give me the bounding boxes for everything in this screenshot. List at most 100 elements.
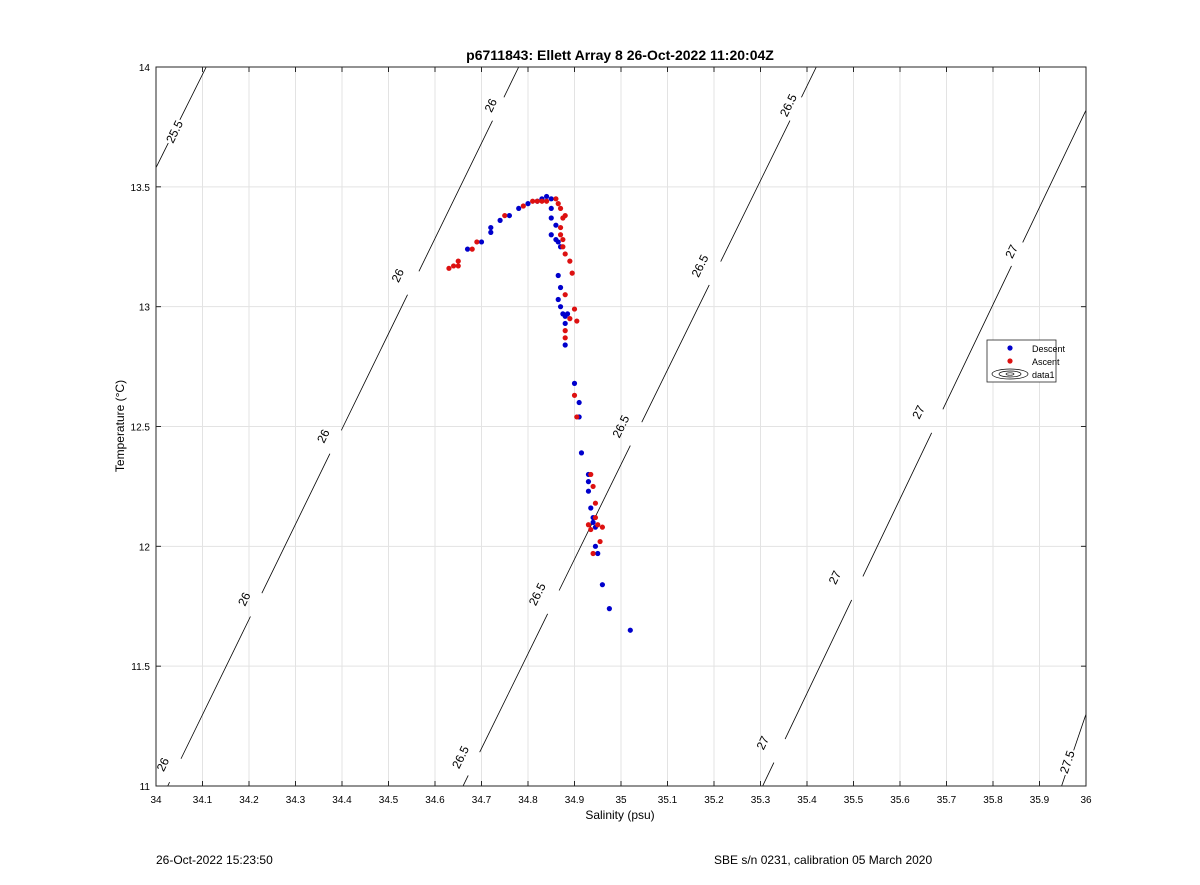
x-tick-label: 35.1 [658, 795, 678, 806]
chart-title: p6711843: Ellett Array 8 26-Oct-2022 11:… [466, 47, 774, 63]
data-point-descent [599, 582, 606, 588]
data-point-ascent [588, 471, 594, 478]
contour-line-26.5 [641, 284, 710, 423]
data-point-descent [576, 399, 582, 406]
footer-timestamp: 26-Oct-2022 15:23:50 [156, 853, 273, 867]
data-point-ascent [567, 316, 573, 322]
data-point-descent [516, 205, 522, 212]
contour-label: 26 [235, 590, 254, 608]
data-point-descent [548, 215, 554, 221]
density-contours: 25.5262626262626.526.526.526.526.5272727… [154, 67, 1086, 786]
y-tick-label: 12.5 [131, 423, 151, 434]
x-tick-label: 34.5 [379, 795, 399, 806]
x-tick-label: 34.1 [193, 795, 213, 806]
contour-line-25.5 [156, 142, 169, 168]
contour-line-27 [862, 432, 933, 577]
contour-line-26 [340, 294, 408, 431]
data-point-descent [548, 196, 554, 202]
data-point-ascent [585, 522, 592, 528]
data-point-ascent [451, 263, 457, 269]
data-point-ascent [590, 550, 596, 557]
data-point-descent [590, 519, 596, 525]
x-tick-label: 35 [615, 795, 627, 806]
contour-line-26.5 [462, 775, 469, 786]
legend-label-data1: data1 [1032, 370, 1055, 380]
y-tick-label: 11 [140, 782, 151, 793]
x-tick-label: 34.4 [332, 795, 352, 806]
data-point-ascent [455, 258, 461, 264]
contour-line-27 [942, 265, 1012, 410]
data-point-descent [585, 488, 592, 494]
contour-line-26 [261, 453, 331, 594]
data-point-ascent [502, 212, 508, 219]
data-point-ascent [562, 292, 568, 298]
y-tick-label: 13.5 [131, 183, 151, 194]
contour-label: 26 [314, 427, 333, 445]
data-point-descent [553, 222, 559, 228]
data-point-descent [557, 304, 564, 310]
data-point-descent [488, 224, 494, 231]
data-point-descent [544, 193, 550, 200]
data-point-ascent [562, 212, 568, 219]
contour-line-26 [503, 67, 520, 98]
y-tick-label: 12 [139, 542, 151, 553]
contour-line-25.5 [179, 67, 207, 120]
legend-label-ascent: Ascent [1032, 357, 1060, 367]
contour-line-26.5 [720, 120, 791, 262]
x-tick-label: 35.8 [983, 795, 1003, 806]
x-tick-label: 35.2 [704, 795, 724, 806]
contour-line-26.5 [801, 67, 817, 98]
data-point-descent [506, 212, 512, 219]
footer-instrument-info: SBE s/n 0231, calibration 05 March 2020 [714, 853, 933, 867]
y-tick-label: 13 [139, 303, 151, 314]
x-tick-label: 35.5 [844, 795, 864, 806]
data-point-descent [548, 232, 554, 238]
x-tick-label: 35.9 [1030, 795, 1050, 806]
data-point-descent [497, 217, 503, 223]
data-point-ascent [571, 392, 578, 398]
data-point-ascent [588, 526, 594, 533]
legend-marker-ascent [1007, 358, 1013, 364]
data-point-ascent [562, 335, 568, 341]
x-tick-label: 35.6 [890, 795, 910, 806]
data-point-descent [578, 450, 585, 456]
contour-line-27 [1022, 109, 1086, 243]
data-point-descent [525, 201, 531, 207]
data-point-descent [564, 311, 571, 317]
axis-ticks: 34 34.1 34.2 34.3 34.4 34.5 34.6 34.7 34.8 34.9 35… [131, 63, 1092, 806]
data-point-ascent [474, 239, 480, 245]
data-point-descent [555, 272, 561, 279]
x-tick-label: 34.7 [472, 795, 492, 806]
data-point-descent [562, 342, 568, 348]
x-tick-label: 34.6 [425, 795, 445, 806]
x-axis-label: Salinity (psu) [585, 808, 654, 822]
data-point-ascent [590, 483, 596, 490]
contour-label: 27 [754, 734, 773, 752]
legend-contour-icon [991, 368, 1029, 380]
contour-line-27.5 [1061, 774, 1066, 786]
contour-label: 26 [154, 755, 173, 773]
data-point-descent [562, 320, 568, 327]
data-point-ascent [555, 201, 561, 207]
data-point-ascent [446, 265, 452, 271]
data-point-descent [548, 205, 554, 212]
data-point-descent [478, 239, 485, 245]
x-tick-label: 36 [1080, 795, 1092, 806]
data-point-ascent [574, 414, 580, 420]
data-point-descent [606, 606, 612, 612]
data-point-descent [595, 550, 601, 557]
data-point-ascent [539, 198, 545, 204]
contour-line-26.5 [479, 613, 548, 753]
x-tick-label: 34.8 [518, 795, 538, 806]
data-point-descent [627, 627, 633, 633]
contour-label: 27 [1002, 242, 1021, 260]
data-point-descent [592, 543, 599, 549]
data-point-ascent [599, 524, 606, 530]
contour-label: 27 [909, 403, 928, 421]
data-point-ascent [597, 538, 603, 545]
contour-label: 26 [389, 266, 408, 284]
data-point-ascent [595, 522, 601, 528]
data-point-ascent [567, 258, 573, 264]
x-tick-label: 35.3 [751, 795, 771, 806]
series-descent [464, 193, 633, 633]
